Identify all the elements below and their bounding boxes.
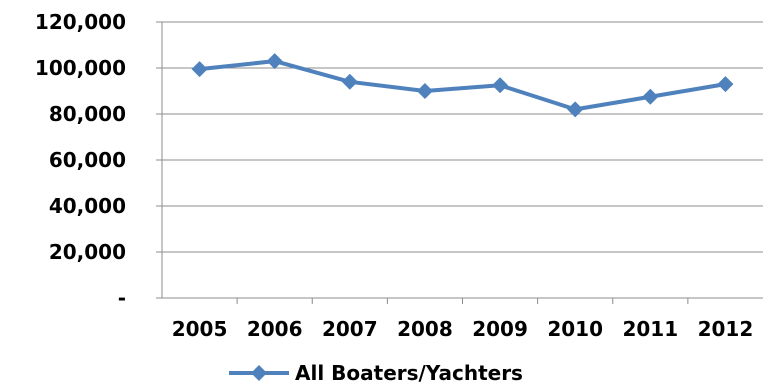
- x-tick-label: 2008: [397, 317, 453, 341]
- data-point-marker: [492, 77, 509, 94]
- data-point-marker: [191, 61, 208, 78]
- y-tick-label: 120,000: [35, 10, 126, 34]
- data-point-marker: [642, 88, 659, 105]
- y-tick-label: -: [118, 286, 126, 310]
- y-tick-label: 40,000: [49, 194, 126, 218]
- data-point-marker: [567, 101, 584, 118]
- legend: All Boaters/Yachters: [229, 361, 523, 385]
- x-tick-label: 2006: [247, 317, 303, 341]
- y-tick-label: 100,000: [35, 56, 126, 80]
- legend-label: All Boaters/Yachters: [295, 361, 523, 385]
- data-point-marker: [341, 73, 358, 90]
- data-point-marker: [416, 83, 433, 99]
- y-tick-label: 60,000: [49, 148, 126, 172]
- series-line: [199, 59, 726, 112]
- x-tick-label: 2009: [472, 317, 528, 341]
- y-tick-labels: - 20,000 40,000 60,000 80,000 100,000 120,000: [35, 10, 126, 310]
- x-tick-label: 2012: [698, 317, 754, 341]
- data-point-marker: [266, 53, 283, 70]
- x-tick-labels: 2005 2006 2007 2008 2009 2010 2011 2012: [172, 317, 754, 341]
- axes: [156, 21, 763, 304]
- gridlines: [162, 21, 763, 253]
- series-layer: [191, 53, 734, 118]
- x-tick-label: 2005: [172, 317, 228, 341]
- x-tick-label: 2007: [322, 317, 378, 341]
- x-tick-label: 2010: [547, 317, 603, 341]
- y-tick-label: 20,000: [49, 240, 126, 264]
- y-tick-label: 80,000: [49, 102, 126, 126]
- data-point-marker: [717, 76, 734, 93]
- x-tick-label: 2011: [622, 317, 678, 341]
- legend-diamond-marker: [251, 365, 267, 381]
